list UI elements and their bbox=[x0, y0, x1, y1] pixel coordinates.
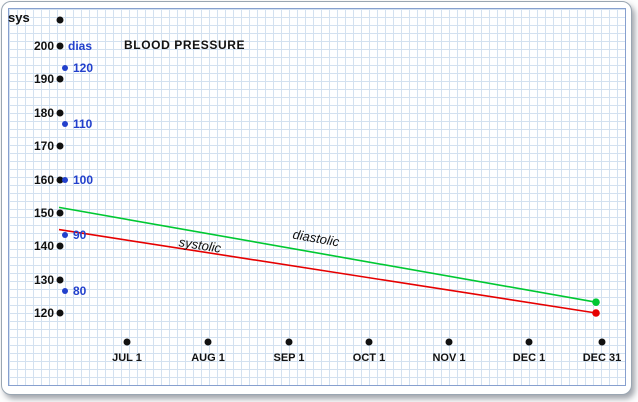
x-tick-dot bbox=[204, 338, 212, 346]
dias-tick-label: 80 bbox=[73, 284, 87, 298]
x-tick-label: OCT 1 bbox=[352, 352, 386, 364]
dias-tick-dot bbox=[62, 120, 68, 127]
x-tick-dot bbox=[525, 338, 533, 346]
sys-axis-label: sys bbox=[8, 10, 30, 25]
sys-tick-label: 160 bbox=[33, 172, 54, 187]
dias-tick-label: 120 bbox=[73, 61, 94, 75]
sys-tick-label: 200 bbox=[33, 39, 54, 53]
sys-tick-dot bbox=[56, 209, 63, 217]
diastolic-line bbox=[58, 206, 597, 303]
x-tick-dot bbox=[285, 338, 293, 346]
dias-tick-label: 90 bbox=[73, 228, 87, 243]
x-tick-dot bbox=[123, 338, 131, 346]
x-tick-label: NOV 1 bbox=[432, 352, 466, 364]
sys-tick-label: 120 bbox=[33, 306, 54, 320]
x-tick-label: AUG 1 bbox=[191, 352, 225, 364]
diastolic-end-dot bbox=[592, 298, 600, 306]
diastolic-line-label: diastolic bbox=[291, 226, 341, 250]
dias-tick-dot bbox=[62, 176, 68, 183]
x-tick-dot bbox=[365, 338, 373, 346]
sys-tick-label: 170 bbox=[33, 139, 54, 154]
dias-tick-dot bbox=[62, 288, 68, 294]
sys-tick-label: 140 bbox=[33, 239, 54, 254]
sys-tick-dot bbox=[56, 42, 63, 50]
sys-tick-label: 190 bbox=[33, 72, 54, 87]
dias-tick-label: 100 bbox=[73, 172, 94, 187]
dias-tick-dot bbox=[62, 232, 68, 239]
sys-tick-dot bbox=[56, 142, 63, 150]
sys-tick-label: 130 bbox=[33, 272, 54, 287]
sys-axis-top-dot bbox=[56, 16, 63, 24]
dias-axis-label: dias bbox=[68, 39, 93, 53]
x-tick-label: JUL 1 bbox=[112, 352, 142, 364]
sys-tick-label: 150 bbox=[33, 205, 54, 220]
graph-paper bbox=[8, 8, 626, 386]
x-tick-dot bbox=[598, 338, 606, 346]
sys-tick-dot bbox=[56, 309, 63, 317]
x-tick-label: SEP 1 bbox=[273, 352, 305, 364]
sys-tick-dot bbox=[56, 75, 63, 83]
x-tick-dot bbox=[445, 338, 453, 346]
sys-tick-dot bbox=[56, 276, 63, 284]
sys-tick-dot bbox=[56, 109, 63, 117]
sys-tick-dot bbox=[56, 176, 63, 183]
systolic-line-label: systolic bbox=[177, 234, 223, 256]
x-tick-label: DEC 31 bbox=[582, 352, 622, 364]
sys-tick-label: 180 bbox=[33, 105, 54, 120]
x-tick-label: DEC 1 bbox=[512, 352, 546, 364]
systolic-end-dot bbox=[592, 309, 600, 317]
blood-pressure-chart: sys dias BLOOD PRESSURE systolic diastol… bbox=[2, 2, 631, 394]
chart-card: sys dias BLOOD PRESSURE systolic diastol… bbox=[1, 1, 632, 395]
chart-title: BLOOD PRESSURE bbox=[124, 38, 246, 52]
sys-tick-dot bbox=[56, 242, 63, 250]
trend-lines bbox=[58, 206, 600, 317]
dias-tick-label: 110 bbox=[73, 116, 93, 131]
dias-tick-dot bbox=[62, 65, 68, 71]
